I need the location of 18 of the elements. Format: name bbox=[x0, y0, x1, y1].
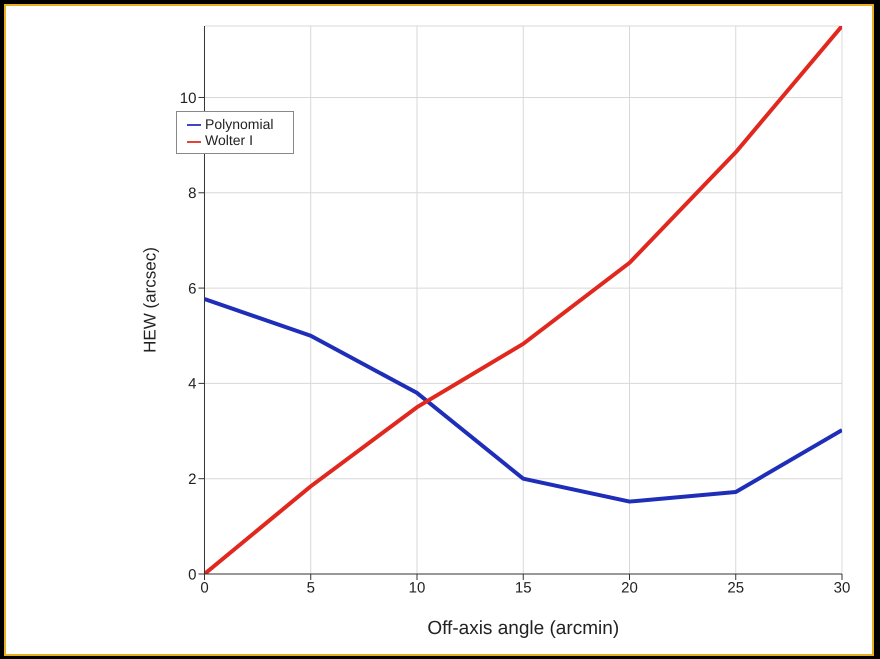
legend-label: Wolter I bbox=[205, 132, 253, 148]
x-tick-label: 15 bbox=[514, 580, 532, 597]
y-axis-title: HEW (arcsec) bbox=[140, 247, 160, 353]
x-tick-label: 5 bbox=[306, 580, 315, 597]
x-tick-label: 10 bbox=[408, 580, 426, 597]
x-tick-label: 0 bbox=[200, 580, 209, 597]
y-tick-label: 8 bbox=[188, 185, 196, 202]
legend-label: Polynomial bbox=[205, 116, 274, 132]
y-tick-label: 10 bbox=[180, 90, 196, 107]
y-tick-label: 4 bbox=[188, 376, 196, 393]
x-tick-label: 30 bbox=[834, 580, 850, 597]
y-tick-label: 0 bbox=[188, 566, 196, 584]
y-tick-label: 6 bbox=[188, 280, 196, 298]
x-axis-title: Off-axis angle (arcmin) bbox=[427, 618, 620, 639]
x-tick-label: 25 bbox=[727, 580, 744, 597]
y-tick-label: 2 bbox=[188, 471, 196, 488]
line-series bbox=[204, 297, 842, 504]
x-tick-label: 20 bbox=[621, 580, 638, 597]
